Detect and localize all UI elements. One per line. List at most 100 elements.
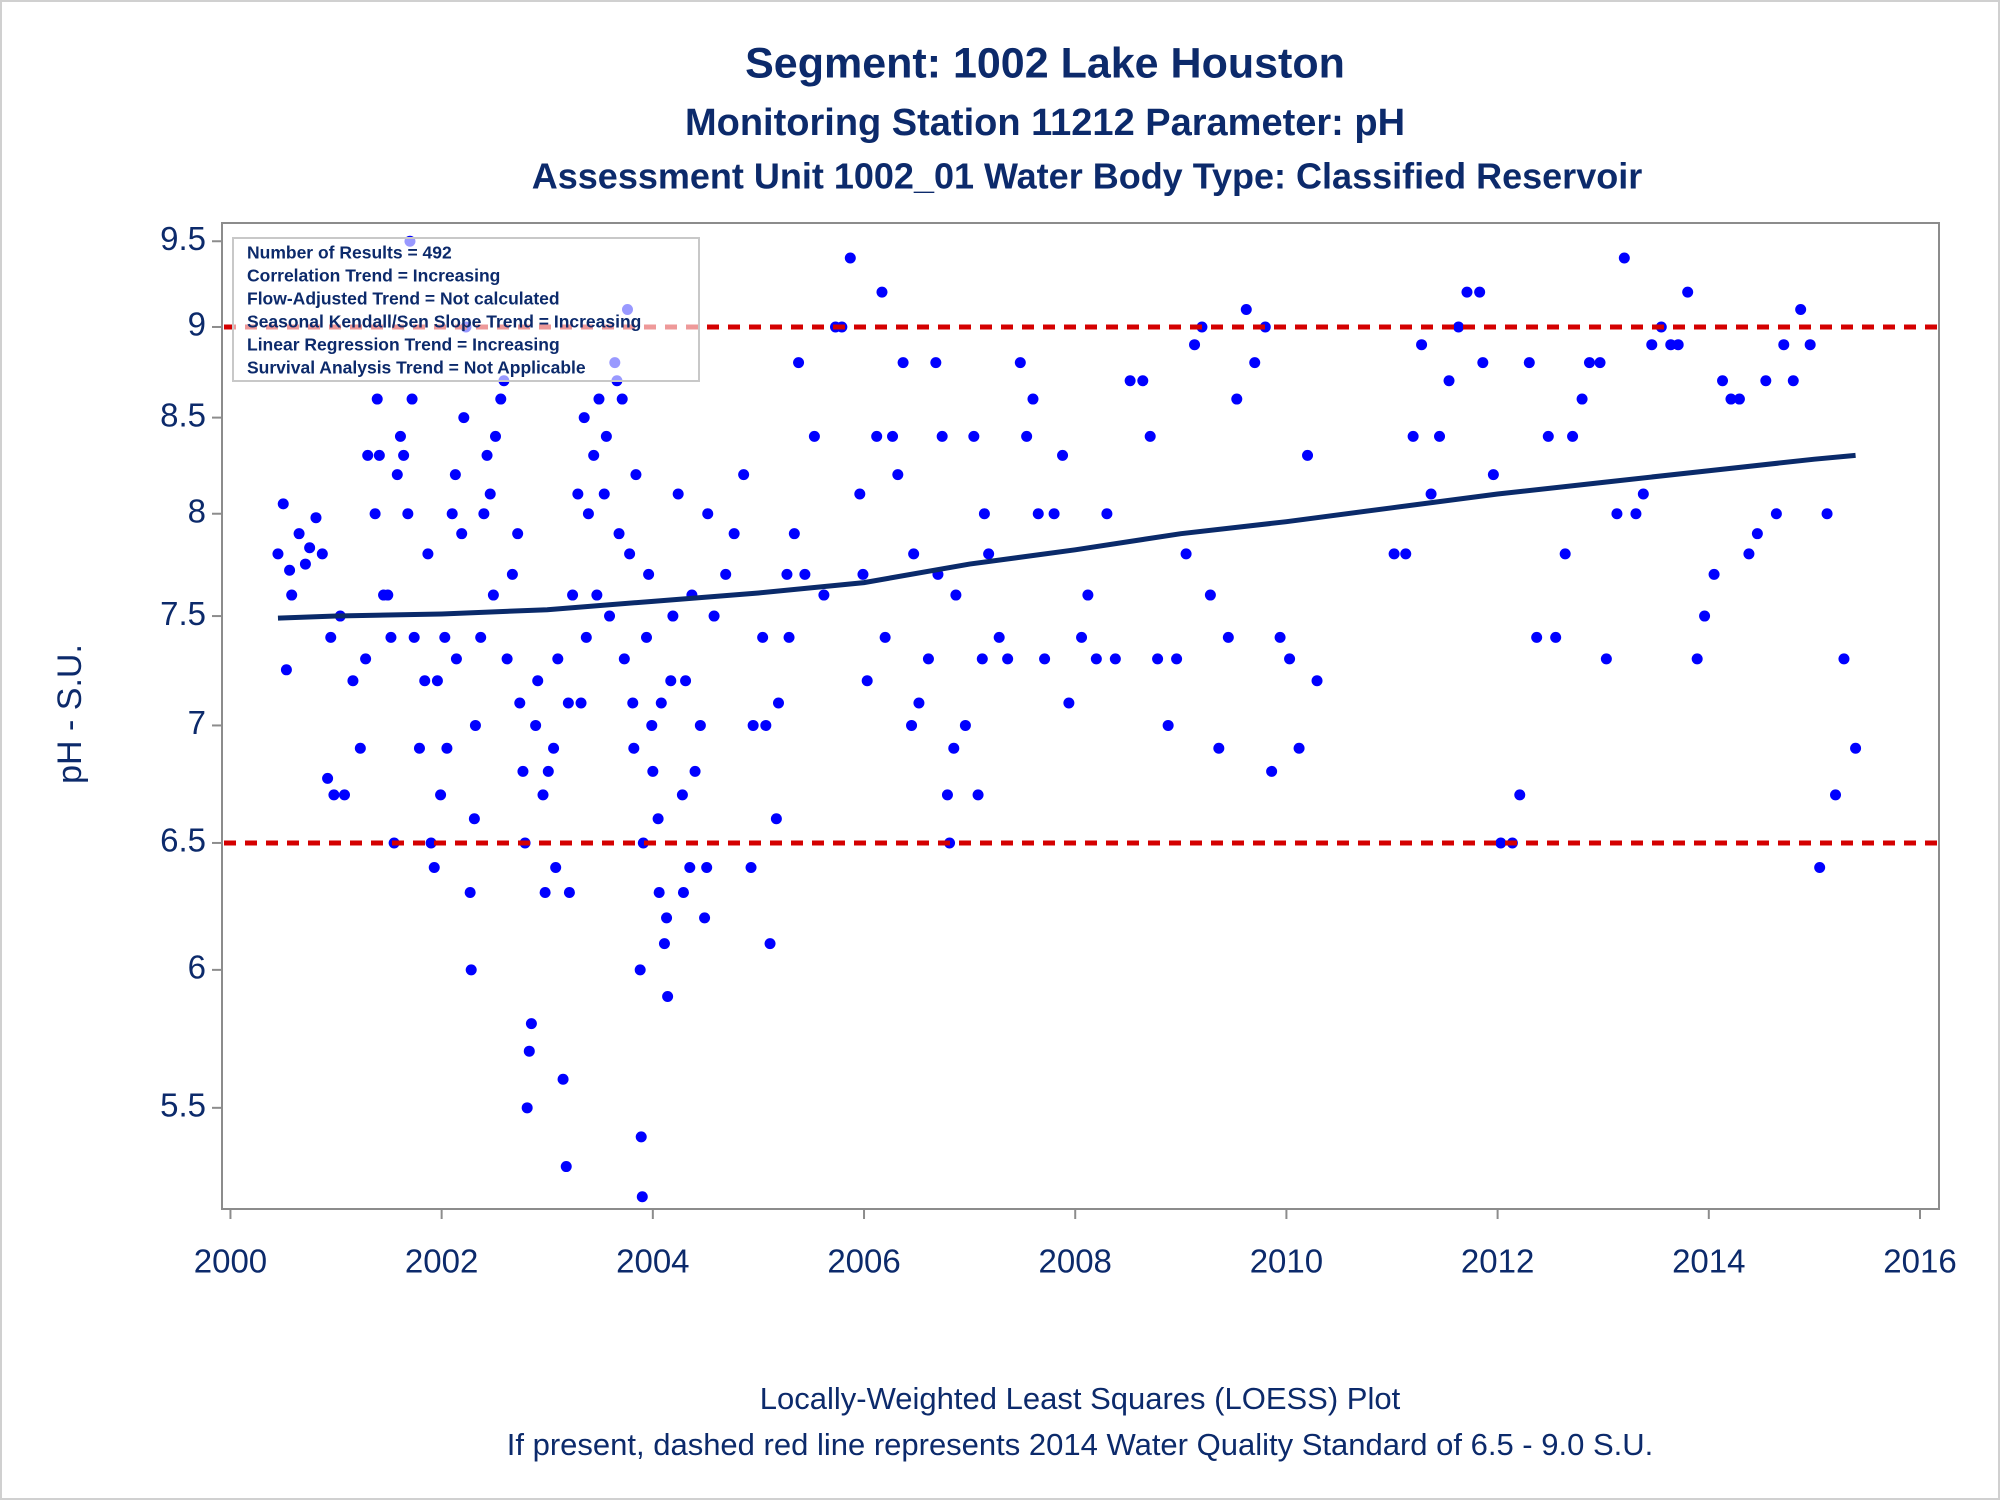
- data-point: [1144, 430, 1156, 442]
- data-point: [857, 568, 869, 580]
- data-point: [484, 488, 496, 500]
- data-point: [548, 742, 560, 754]
- data-point: [1611, 508, 1623, 520]
- data-point: [322, 772, 334, 784]
- data-point: [764, 938, 776, 950]
- data-point: [1222, 631, 1234, 643]
- footer-note: Locally-Weighted Least Squares (LOESS) P…: [760, 1381, 1401, 1416]
- data-point: [628, 742, 640, 754]
- data-point: [1838, 653, 1850, 665]
- data-point: [672, 488, 684, 500]
- data-point: [1795, 303, 1807, 315]
- data-point: [439, 631, 451, 643]
- data-point: [1259, 321, 1271, 333]
- data-point: [808, 430, 820, 442]
- data-point: [542, 765, 554, 777]
- data-point: [563, 887, 575, 899]
- data-point: [360, 653, 372, 665]
- y-tick-label: 5.5: [160, 1087, 206, 1124]
- data-point: [1162, 719, 1174, 731]
- data-point: [1311, 675, 1323, 687]
- data-point: [662, 991, 674, 1003]
- data-point: [1189, 339, 1201, 351]
- annotation-text: Linear Regression Trend = Increasing: [247, 335, 560, 355]
- data-point: [272, 548, 284, 560]
- data-point: [941, 789, 953, 801]
- data-point: [1682, 286, 1694, 298]
- data-point: [521, 1102, 533, 1114]
- data-point: [972, 789, 984, 801]
- data-point: [277, 498, 289, 510]
- data-point: [1453, 321, 1465, 333]
- x-tick-label: 2010: [1250, 1243, 1323, 1280]
- y-tick-label: 8.5: [160, 396, 206, 433]
- data-point: [1618, 252, 1630, 264]
- data-point: [517, 765, 529, 777]
- annotation-text: Correlation Trend = Increasing: [247, 266, 500, 286]
- data-point: [469, 719, 481, 731]
- data-point: [1425, 488, 1437, 500]
- data-point: [588, 449, 600, 461]
- data-point: [304, 542, 316, 554]
- annotation-text: Number of Results = 492: [247, 243, 452, 263]
- data-point: [647, 765, 659, 777]
- data-point: [770, 813, 782, 825]
- data-point: [1743, 548, 1755, 560]
- data-point: [560, 1161, 572, 1173]
- data-point: [818, 589, 830, 601]
- x-tick-label: 2012: [1461, 1243, 1534, 1280]
- data-point: [478, 508, 490, 520]
- data-point: [495, 393, 507, 405]
- data-point: [557, 1073, 569, 1085]
- data-point: [844, 252, 856, 264]
- data-point: [419, 675, 431, 687]
- data-point: [284, 564, 296, 576]
- data-point: [431, 675, 443, 687]
- data-point: [1559, 548, 1571, 560]
- data-point: [1576, 393, 1588, 405]
- data-point: [1284, 653, 1296, 665]
- data-point: [854, 488, 866, 500]
- data-point: [286, 589, 298, 601]
- data-point: [562, 697, 574, 709]
- data-point: [871, 430, 883, 442]
- data-point: [1293, 742, 1305, 754]
- x-tick-label: 2004: [616, 1243, 689, 1280]
- data-point: [537, 789, 549, 801]
- data-point: [680, 675, 692, 687]
- data-point: [1804, 339, 1816, 351]
- data-point: [1101, 508, 1113, 520]
- data-point: [382, 589, 394, 601]
- data-point: [600, 430, 612, 442]
- data-point: [525, 1018, 537, 1030]
- data-point: [876, 286, 888, 298]
- data-point: [481, 449, 493, 461]
- data-point: [757, 631, 769, 643]
- data-point: [1708, 568, 1720, 580]
- data-point: [552, 653, 564, 665]
- data-point: [572, 488, 584, 500]
- data-point: [532, 675, 544, 687]
- data-point: [1137, 375, 1149, 387]
- data-point: [425, 837, 437, 849]
- chart-subtitle: Monitoring Station 11212 Parameter: pH: [685, 102, 1405, 144]
- x-tick-label: 2000: [194, 1243, 267, 1280]
- data-point: [643, 568, 655, 580]
- data-point: [1567, 430, 1579, 442]
- data-point: [575, 697, 587, 709]
- data-point: [325, 631, 337, 643]
- data-point: [1760, 375, 1772, 387]
- data-point: [1266, 765, 1278, 777]
- data-point: [702, 508, 714, 520]
- data-point: [1027, 393, 1039, 405]
- data-point: [653, 887, 665, 899]
- annotation-text: Seasonal Kendall/Sen Slope Trend = Incre…: [247, 312, 641, 332]
- data-point: [1057, 449, 1069, 461]
- data-point: [530, 719, 542, 731]
- data-point: [699, 912, 711, 924]
- x-tick-label: 2002: [405, 1243, 478, 1280]
- data-point: [450, 653, 462, 665]
- y-tick-label: 7: [188, 704, 206, 741]
- data-point: [582, 508, 594, 520]
- data-point: [523, 1045, 535, 1057]
